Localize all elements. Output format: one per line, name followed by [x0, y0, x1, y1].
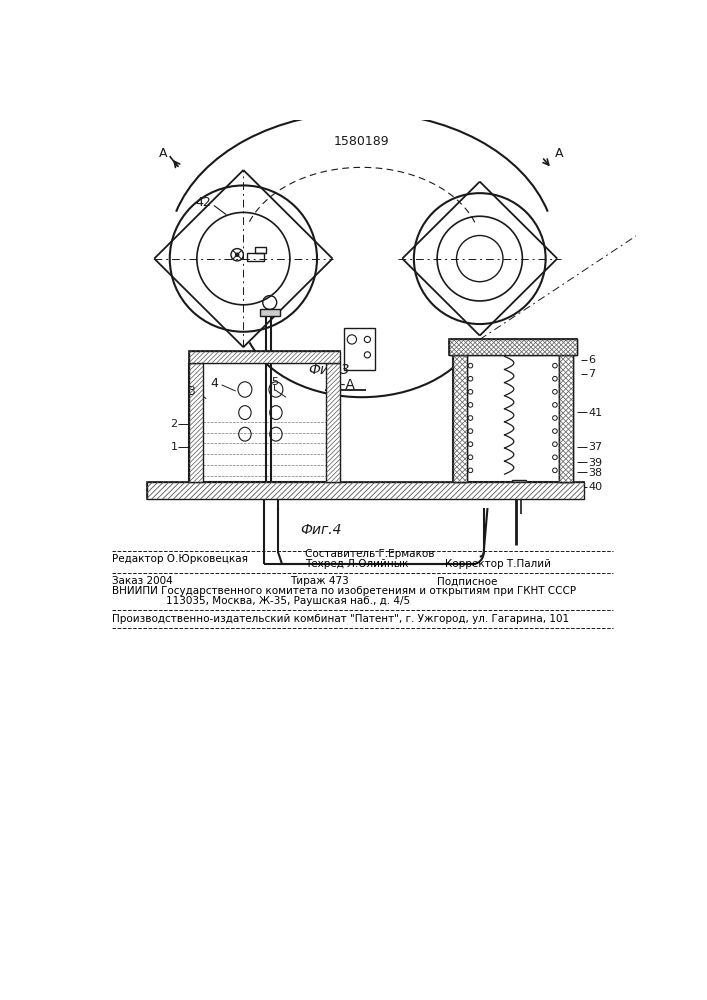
Circle shape [331, 430, 336, 435]
Circle shape [468, 468, 473, 473]
Circle shape [331, 416, 336, 421]
Circle shape [468, 376, 473, 381]
Text: 4: 4 [211, 377, 218, 390]
Text: 1: 1 [170, 442, 177, 452]
Text: 2: 2 [170, 419, 177, 429]
Text: Тираж 473: Тираж 473 [290, 576, 349, 586]
Circle shape [553, 442, 557, 446]
Text: А: А [159, 147, 168, 160]
Circle shape [553, 468, 557, 473]
Text: Фиг.4: Фиг.4 [300, 523, 341, 537]
Text: ВНИИПИ Государственного комитета по изобретениям и открытиям при ГКНТ СССР: ВНИИПИ Государственного комитета по изоб… [112, 586, 575, 596]
Bar [189, 363, 340, 482]
Text: 1580189: 1580189 [334, 135, 390, 148]
Circle shape [553, 363, 557, 368]
Text: Производственно-издательский комбинат "Патент", г. Ужгород, ул. Гагарина, 101: Производственно-издательский комбинат "П… [112, 614, 568, 624]
Text: 39: 39 [588, 458, 602, 468]
Bar [452, 355, 573, 482]
Circle shape [194, 458, 199, 463]
Circle shape [235, 253, 239, 256]
Bar [189, 363, 203, 482]
Text: 7: 7 [588, 369, 595, 379]
Circle shape [331, 403, 336, 407]
Bar [452, 355, 467, 482]
Text: 5: 5 [271, 377, 278, 387]
Text: 38: 38 [588, 468, 602, 478]
Bar [559, 355, 573, 482]
Circle shape [194, 389, 199, 393]
Circle shape [553, 403, 557, 407]
Text: 37: 37 [588, 442, 602, 452]
Circle shape [553, 416, 557, 420]
Circle shape [331, 375, 336, 379]
Text: Редактор О.Юрковецкая: Редактор О.Юрковецкая [112, 554, 247, 564]
Circle shape [553, 376, 557, 381]
Bar [189, 351, 340, 363]
Circle shape [194, 472, 199, 477]
Circle shape [331, 389, 336, 393]
Circle shape [553, 455, 557, 460]
Bar [449, 339, 577, 355]
Text: 3: 3 [187, 385, 195, 398]
Circle shape [468, 416, 473, 420]
Bar [452, 355, 467, 482]
Circle shape [194, 444, 199, 449]
Text: А-А: А-А [332, 378, 356, 392]
Circle shape [194, 403, 199, 407]
Circle shape [468, 455, 473, 460]
Circle shape [468, 403, 473, 407]
Circle shape [468, 363, 473, 368]
Text: 113035, Москва, Ж-35, Раушская наб., д. 4/5: 113035, Москва, Ж-35, Раушская наб., д. … [166, 596, 410, 606]
Bar [449, 339, 577, 355]
Circle shape [468, 442, 473, 446]
Text: Заказ 2004: Заказ 2004 [112, 576, 173, 586]
Bar [146, 482, 585, 499]
Bar [449, 339, 577, 355]
Text: 40: 40 [588, 482, 602, 492]
Bar [260, 309, 280, 316]
Bar [255, 247, 266, 253]
Text: Составитель Г.Ермаков: Составитель Г.Ермаков [305, 549, 435, 559]
Circle shape [194, 430, 199, 435]
Circle shape [331, 458, 336, 463]
Text: 42: 42 [195, 196, 211, 209]
Text: Техред Л.Олийнык: Техред Л.Олийнык [305, 559, 409, 569]
Text: Корректор Т.Палий: Корректор Т.Палий [445, 559, 551, 569]
Bar [510, 485, 529, 496]
Text: 41: 41 [588, 408, 602, 418]
Circle shape [194, 416, 199, 421]
Text: 6: 6 [588, 355, 595, 365]
Circle shape [468, 429, 473, 433]
Bar [559, 355, 573, 482]
Circle shape [553, 390, 557, 394]
Circle shape [194, 375, 199, 379]
Circle shape [468, 390, 473, 394]
Bar [146, 482, 585, 499]
Circle shape [331, 472, 336, 477]
Bar [327, 363, 340, 482]
Bar [513, 480, 526, 486]
Text: Фиг.3: Фиг.3 [308, 363, 349, 377]
Bar [247, 253, 264, 261]
Circle shape [553, 429, 557, 433]
Bar [189, 351, 340, 363]
Text: Подписное: Подписное [437, 576, 498, 586]
Text: А: А [555, 147, 563, 160]
Circle shape [331, 444, 336, 449]
Bar [344, 328, 375, 370]
